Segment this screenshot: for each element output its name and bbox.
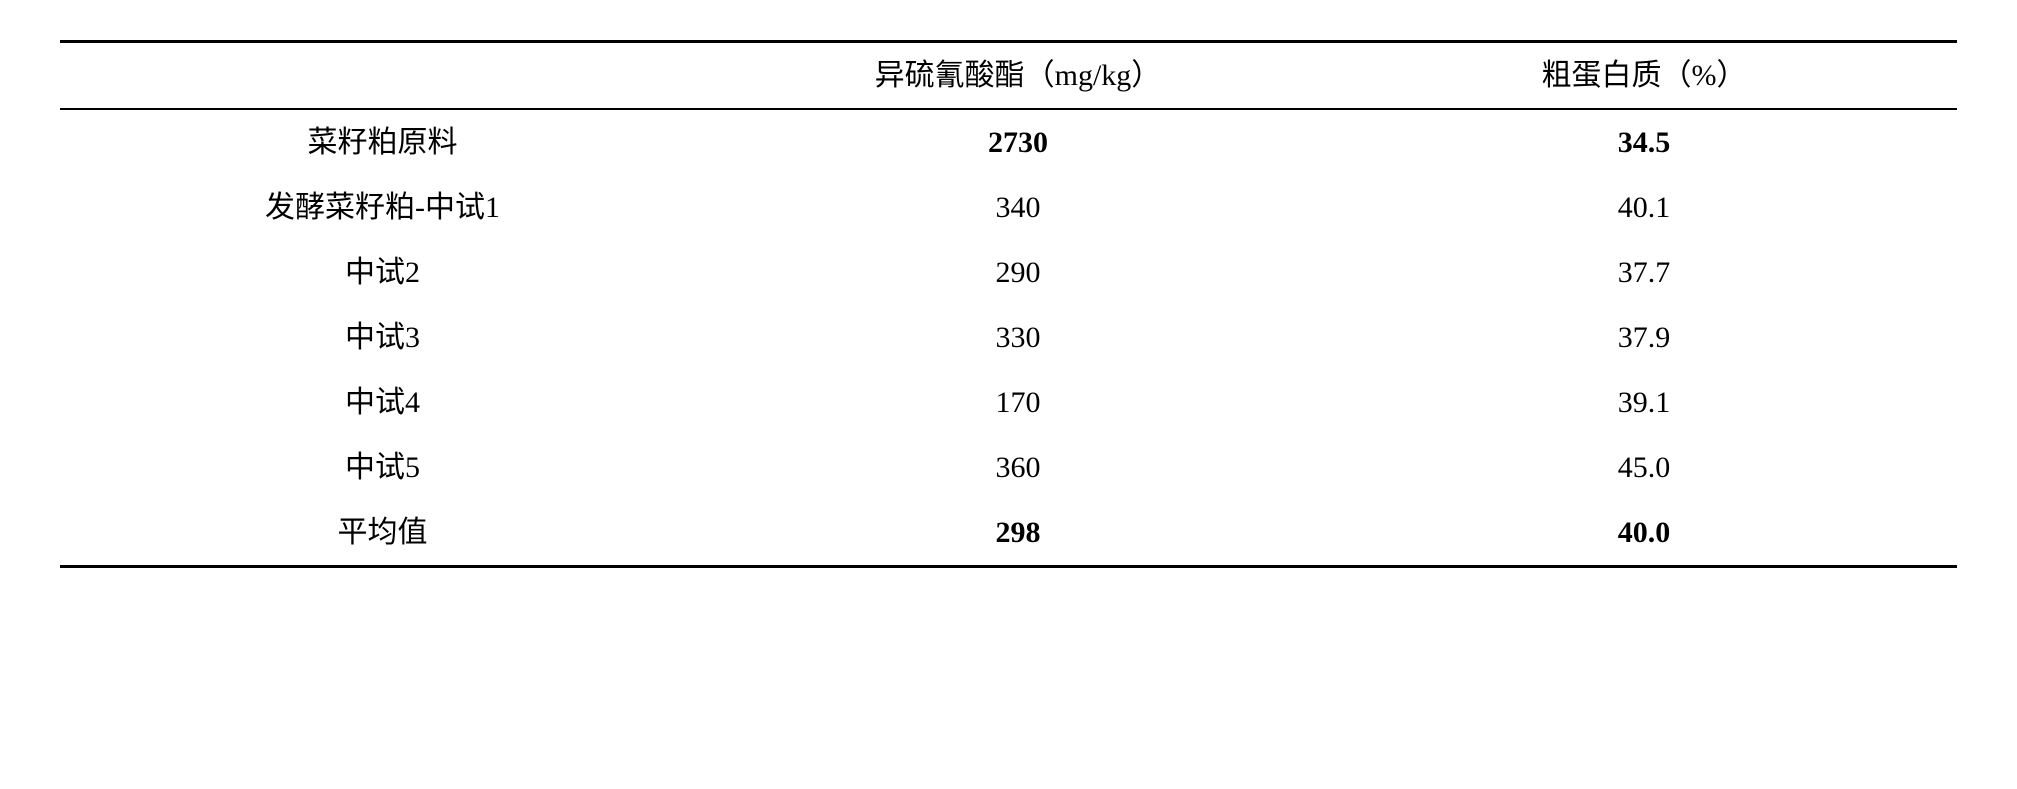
table-row: 菜籽粕原料 2730 34.5 [60, 109, 1957, 175]
row-label: 中试3 [60, 305, 705, 370]
cell-value: 40.1 [1331, 175, 1957, 240]
row-label: 发酵菜籽粕-中试1 [60, 175, 705, 240]
cell-value: 330 [705, 305, 1331, 370]
table-row: 中试2 290 37.7 [60, 240, 1957, 305]
table-row: 中试5 360 45.0 [60, 435, 1957, 500]
cell-value: 37.7 [1331, 240, 1957, 305]
table-row: 中试4 170 39.1 [60, 370, 1957, 435]
cell-value: 2730 [705, 109, 1331, 175]
row-label: 菜籽粕原料 [60, 109, 705, 175]
cell-value: 290 [705, 240, 1331, 305]
cell-value: 39.1 [1331, 370, 1957, 435]
table-header-row: 异硫氰酸酯（mg/kg） 粗蛋白质（%） [60, 42, 1957, 110]
row-label: 中试2 [60, 240, 705, 305]
cell-value: 340 [705, 175, 1331, 240]
row-label: 中试5 [60, 435, 705, 500]
table-row: 发酵菜籽粕-中试1 340 40.1 [60, 175, 1957, 240]
cell-value: 298 [705, 500, 1331, 567]
cell-value: 37.9 [1331, 305, 1957, 370]
row-label: 中试4 [60, 370, 705, 435]
cell-value: 170 [705, 370, 1331, 435]
cell-value: 360 [705, 435, 1331, 500]
cell-value: 45.0 [1331, 435, 1957, 500]
row-label: 平均值 [60, 500, 705, 567]
header-cell-isothiocyanate: 异硫氰酸酯（mg/kg） [705, 42, 1331, 110]
cell-value: 40.0 [1331, 500, 1957, 567]
header-cell-crude-protein: 粗蛋白质（%） [1331, 42, 1957, 110]
table-row: 中试3 330 37.9 [60, 305, 1957, 370]
cell-value: 34.5 [1331, 109, 1957, 175]
header-cell-blank [60, 42, 705, 110]
table-row-average: 平均值 298 40.0 [60, 500, 1957, 567]
data-table: 异硫氰酸酯（mg/kg） 粗蛋白质（%） 菜籽粕原料 2730 34.5 发酵菜… [60, 40, 1957, 568]
